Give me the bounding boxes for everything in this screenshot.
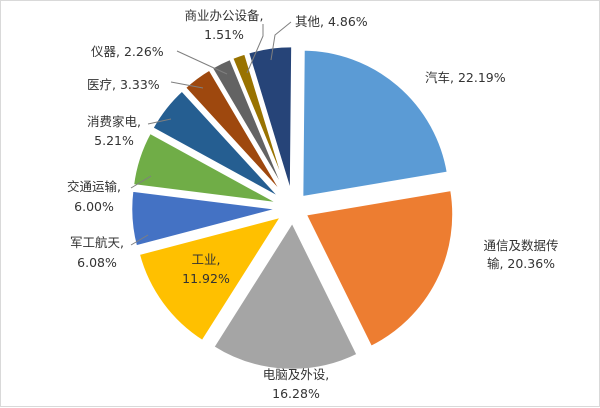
pie-slice-auto xyxy=(300,48,450,199)
leader-line-other xyxy=(270,21,292,61)
data-label-medical: 医疗, 3.33% xyxy=(87,77,160,92)
data-label-consumer: 消费家电, 5.21% xyxy=(87,114,141,148)
data-label-transport: 交通运输, 6.00% xyxy=(67,179,121,214)
pie-slice-other xyxy=(246,44,294,196)
pie-slice-telecom xyxy=(304,188,455,349)
pie-slice-computer xyxy=(211,220,360,372)
leader-lines xyxy=(130,21,292,246)
pie-slice-military xyxy=(129,189,281,248)
data-label-other: 其他, 4.86% xyxy=(295,14,368,29)
data-label-military: 军工航天, 6.08% xyxy=(70,235,124,270)
leader-line-business xyxy=(246,24,264,74)
data-label-auto: 汽车, 22.19% xyxy=(425,70,506,85)
data-label-instrument: 仪器, 2.26% xyxy=(91,44,164,59)
data-label-business: 商业办公设备, 1.51% xyxy=(185,8,264,42)
pie-slice-business xyxy=(230,51,290,197)
pie-slices xyxy=(129,44,455,372)
pie-slice-instrument xyxy=(210,57,289,197)
data-label-computer: 电脑及外设, 16.28% xyxy=(263,367,329,401)
data-label-industry: 工业, 11.92% xyxy=(182,252,230,286)
leader-line-instrument xyxy=(176,50,228,75)
leader-line-medical xyxy=(170,81,204,89)
leader-line-consumer xyxy=(147,118,172,125)
pie-slice-industry xyxy=(137,215,283,343)
pie-slice-medical xyxy=(183,68,286,198)
data-labels: 汽车, 22.19% 通信及数据传输, 20.36% 电脑及外设, 16.28% … xyxy=(67,8,559,401)
pie-slice-transport xyxy=(131,131,281,205)
leader-line-transport xyxy=(130,175,152,189)
leader-line-military xyxy=(130,234,149,246)
pie-slice-consumer xyxy=(150,89,284,201)
data-label-telecom: 通信及数据传输, 20.36% xyxy=(483,238,558,271)
